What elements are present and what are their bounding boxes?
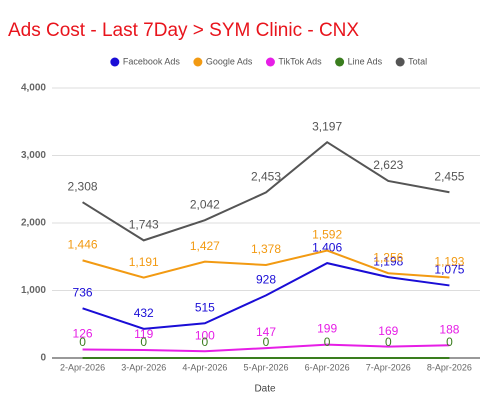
y-tick-label: 0	[40, 353, 46, 364]
legend-label: Facebook Ads	[123, 56, 181, 66]
series-line	[82, 343, 450, 353]
data-label: 0	[385, 335, 392, 349]
legend-marker	[193, 57, 203, 67]
data-label: 188	[439, 322, 459, 336]
data-label: 126	[73, 327, 93, 341]
x-tick-label: 7-Apr-2026	[366, 362, 411, 372]
data-label: 0	[324, 335, 331, 349]
data-label: 1,075	[434, 263, 464, 277]
data-label: 432	[134, 306, 154, 320]
data-label: 515	[195, 300, 215, 314]
data-label: 1,427	[190, 239, 220, 253]
data-label: 147	[256, 325, 276, 339]
x-axis-title: Date	[254, 384, 276, 395]
data-label: 2,042	[190, 197, 220, 211]
y-tick-label: 1,000	[21, 285, 46, 296]
legend-marker	[395, 57, 405, 67]
legend-marker	[335, 57, 345, 67]
data-label: 119	[134, 327, 153, 341]
data-label: 0	[79, 335, 86, 349]
series-line	[82, 140, 450, 242]
legend-label: TikTok Ads	[278, 56, 322, 66]
data-label: 169	[378, 324, 398, 338]
data-label: 0	[202, 335, 209, 349]
y-tick-label: 3,000	[21, 150, 46, 161]
data-label: 1,193	[434, 255, 464, 269]
chart-title: Ads Cost - Last 7Day > SYM Clinic - CNX	[8, 20, 359, 41]
series-line	[82, 249, 450, 279]
data-label: 2,455	[434, 169, 464, 183]
x-tick-label: 3-Apr-2026	[121, 362, 166, 372]
legend-label: Line Ads	[348, 56, 383, 66]
data-label: 928	[256, 273, 276, 287]
x-tick-label: 6-Apr-2026	[305, 362, 350, 372]
legend-label: Total	[408, 56, 427, 66]
legend-marker	[265, 57, 275, 67]
data-label: 1,256	[373, 250, 403, 264]
data-label: 3,197	[312, 119, 342, 133]
data-label: 2,308	[68, 179, 98, 193]
data-label: 1,191	[129, 255, 159, 269]
data-label: 1,592	[312, 228, 342, 242]
x-tick-label: 5-Apr-2026	[243, 362, 288, 372]
x-tick-label: 2-Apr-2026	[60, 362, 105, 372]
data-label: 0	[140, 335, 147, 349]
data-label: 0	[446, 335, 453, 349]
x-tick-label: 8-Apr-2026	[427, 362, 472, 372]
data-label: 100	[195, 328, 215, 342]
data-label: 0	[263, 335, 270, 349]
data-label: 736	[73, 285, 93, 299]
data-label: 1,446	[68, 238, 98, 252]
x-tick-label: 4-Apr-2026	[182, 362, 227, 372]
series-line	[82, 262, 450, 330]
data-label: 2,623	[373, 158, 403, 172]
data-label: 2,453	[251, 170, 281, 184]
legend-label: Google Ads	[206, 56, 253, 66]
y-tick-label: 4,000	[21, 83, 46, 94]
data-label: 1,198	[373, 254, 403, 268]
data-label: 1,378	[251, 242, 281, 256]
data-label: 199	[317, 322, 337, 336]
data-label: 1,406	[312, 240, 342, 254]
y-tick-label: 2,000	[21, 218, 46, 229]
legend-marker	[110, 57, 120, 67]
data-label: 1,743	[129, 218, 159, 232]
